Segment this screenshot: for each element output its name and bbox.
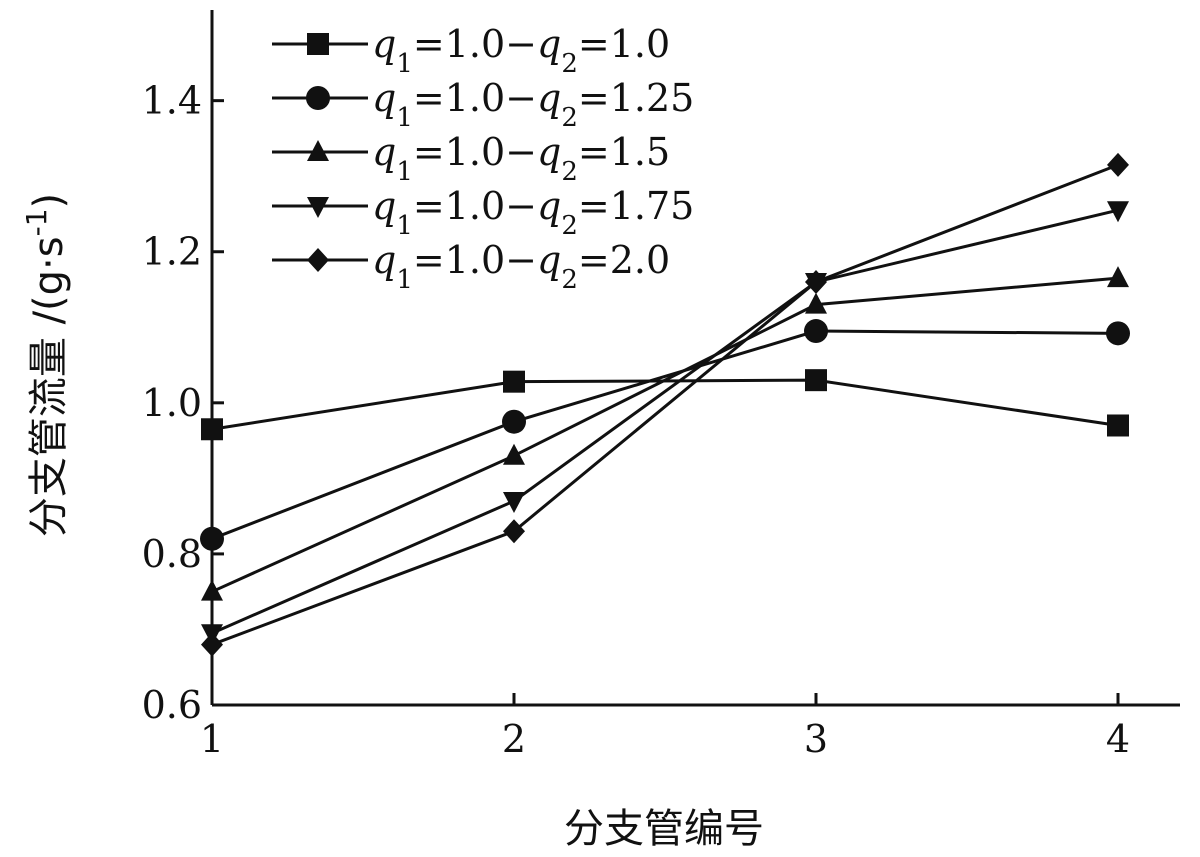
y-axis-title: 分支管流量 /(g·s-1) bbox=[20, 193, 73, 537]
series-line bbox=[211, 276, 1119, 594]
square-marker bbox=[201, 418, 223, 441]
square-marker bbox=[805, 369, 827, 392]
series-line bbox=[211, 208, 1119, 635]
circle-marker bbox=[804, 319, 828, 344]
y-ticks: 0.6 0.8 1.0 1.2 1.4 bbox=[142, 79, 224, 727]
x-tick-label: 2 bbox=[502, 717, 526, 761]
circle-marker bbox=[1106, 321, 1130, 346]
series-layer bbox=[200, 152, 1130, 657]
legend-item-1: q1=1.0−q2=1.0 bbox=[272, 22, 670, 79]
circle-marker bbox=[200, 526, 224, 551]
triangle-down-marker bbox=[307, 197, 329, 218]
diamond-marker bbox=[503, 519, 525, 544]
triangle-down-marker bbox=[1107, 201, 1129, 223]
x-tick-label: 3 bbox=[804, 717, 828, 761]
series-line bbox=[211, 329, 1119, 541]
series-line bbox=[211, 163, 1119, 646]
triangle-up-marker bbox=[805, 292, 827, 314]
legend-label: q1=1.0−q2=1.75 bbox=[372, 184, 694, 241]
diamond-marker bbox=[1107, 152, 1129, 177]
triangle-up-marker bbox=[1107, 266, 1129, 288]
x-tick-label: 4 bbox=[1106, 717, 1130, 761]
diamond-marker bbox=[201, 632, 223, 657]
svg-text:分支管流量 /(g·s-1): 分支管流量 /(g·s-1) bbox=[20, 193, 73, 537]
legend-label: q1=1.0−q2=1.0 bbox=[372, 22, 670, 79]
x-axis-title: 分支管编号 bbox=[564, 806, 764, 852]
series-2 bbox=[200, 319, 1130, 551]
square-marker bbox=[503, 370, 525, 393]
legend-item-5: q1=1.0−q2=2.0 bbox=[272, 238, 670, 295]
legend-label: q1=1.0−q2=2.0 bbox=[372, 238, 670, 295]
axes bbox=[210, 10, 1180, 707]
legend-item-2: q1=1.0−q2=1.25 bbox=[272, 76, 694, 133]
series-3 bbox=[201, 266, 1129, 601]
y-tick-label: 1.4 bbox=[142, 79, 202, 123]
y-tick-label: 1.2 bbox=[142, 230, 202, 274]
series-5 bbox=[201, 152, 1129, 657]
y-tick-label: 1.0 bbox=[142, 381, 202, 425]
y-axis-title-main: 分支管流量 /(g·s bbox=[26, 236, 72, 537]
y-axis-title-exponent: -1 bbox=[20, 208, 53, 236]
y-tick-label: 0.8 bbox=[142, 532, 202, 576]
legend-label: q1=1.0−q2=1.25 bbox=[372, 76, 694, 133]
triangle-down-marker bbox=[503, 492, 525, 514]
diamond-marker bbox=[805, 269, 827, 294]
square-marker bbox=[1107, 414, 1129, 437]
square-marker bbox=[307, 33, 329, 55]
legend-label: q1=1.0−q2=1.5 bbox=[372, 130, 670, 187]
circle-marker bbox=[306, 86, 330, 110]
circle-marker bbox=[502, 409, 526, 434]
legend: q1=1.0−q2=1.0q1=1.0−q2=1.25q1=1.0−q2=1.5… bbox=[272, 22, 694, 295]
triangle-up-marker bbox=[503, 443, 525, 465]
triangle-up-marker bbox=[307, 140, 329, 161]
x-tick-label: 1 bbox=[200, 717, 224, 761]
y-tick-label: 0.6 bbox=[142, 683, 202, 727]
y-axis-title-close: ) bbox=[26, 193, 72, 209]
legend-item-3: q1=1.0−q2=1.5 bbox=[272, 130, 670, 187]
x-ticks: 1 2 3 4 bbox=[200, 693, 1130, 761]
diamond-marker bbox=[307, 248, 329, 272]
triangle-up-marker bbox=[201, 579, 223, 601]
legend-item-4: q1=1.0−q2=1.75 bbox=[272, 184, 694, 241]
